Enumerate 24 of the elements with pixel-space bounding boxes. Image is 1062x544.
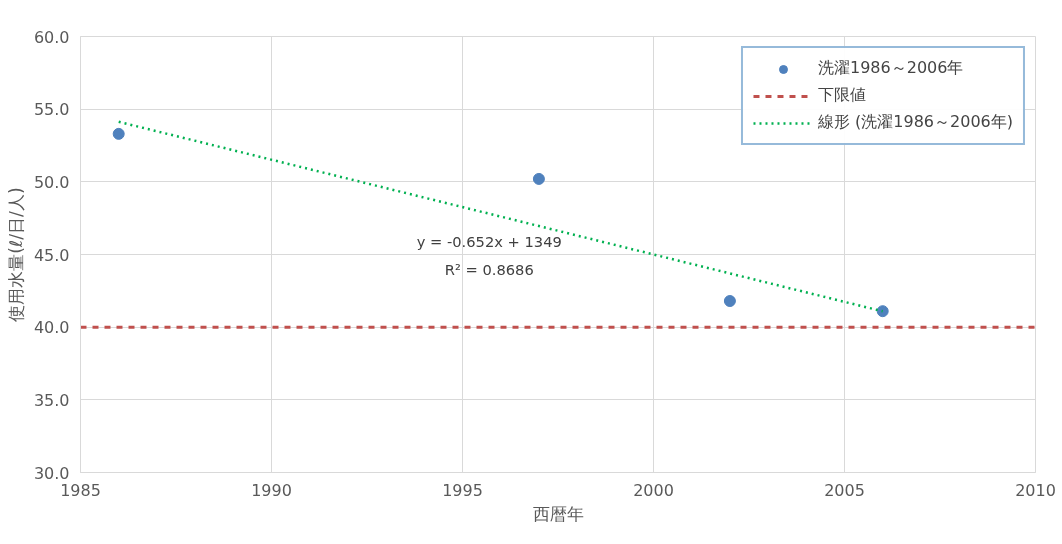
point xyxy=(532,172,545,185)
y-tick-label: 35.0 xyxy=(33,390,70,410)
x-tick-label: 1990 xyxy=(251,480,292,500)
x-tick-label: 2010 xyxy=(1015,480,1056,500)
y-tick-label: 55.0 xyxy=(33,100,70,120)
y-tick-label: 40.0 xyxy=(33,318,70,338)
annotation: R² = 0.8686 xyxy=(444,260,534,278)
y-axis-title: 使用水量(ℓ/日/人) xyxy=(5,187,26,322)
x-tick-label: 2000 xyxy=(633,480,674,500)
legend-label: 下限値 xyxy=(817,85,866,106)
x-axis-title: 西暦年 xyxy=(532,503,584,524)
y-tick-label: 60.0 xyxy=(33,27,70,47)
point xyxy=(876,305,889,318)
y-tick-label: 45.0 xyxy=(33,245,70,265)
y-tick-label: 30.0 xyxy=(33,463,70,483)
y-tick-label: 50.0 xyxy=(33,172,70,192)
x-tick-label: 1985 xyxy=(60,480,101,500)
x-tick-label: 1995 xyxy=(442,480,483,500)
point xyxy=(112,127,125,140)
x-tick-label: 2005 xyxy=(824,480,865,500)
annotation: y = -0.652x + 1349 xyxy=(416,233,562,251)
legend-label: 線形 (洗濯1986～2006年) xyxy=(817,112,1013,133)
point xyxy=(723,295,736,307)
legend-label: 洗濯1986～2006年 xyxy=(817,58,964,79)
